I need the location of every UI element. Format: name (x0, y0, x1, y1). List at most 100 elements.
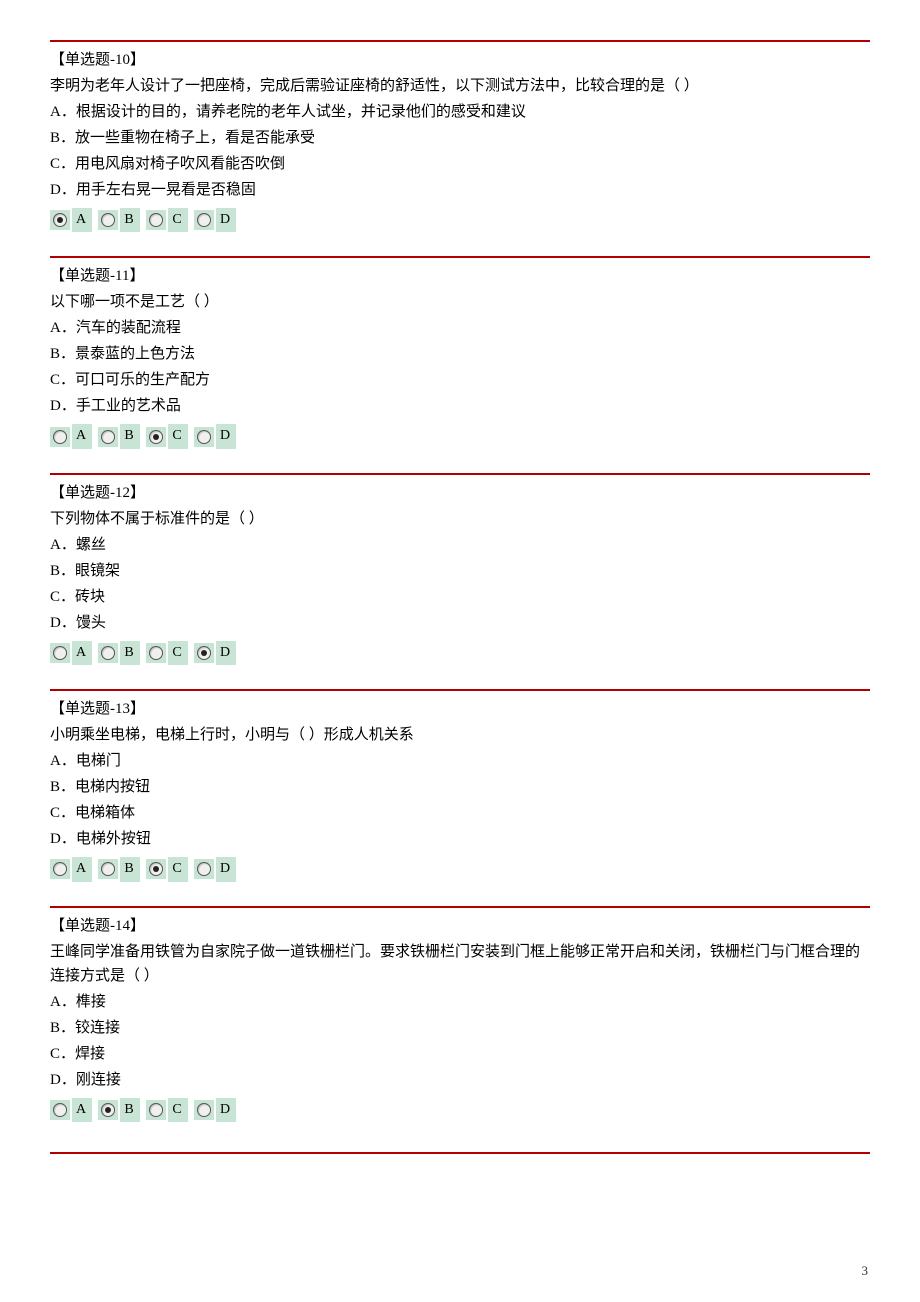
bottom-divider (50, 1152, 870, 1154)
radio-icon (146, 643, 166, 663)
option-text: C．电梯箱体 (50, 801, 870, 825)
radio-option-d[interactable]: D (194, 1098, 236, 1122)
radio-icon (98, 859, 118, 879)
radio-option-d[interactable]: D (194, 857, 236, 881)
question-block-10: 【单选题-10】 李明为老年人设计了一把座椅，完成后需验证座椅的舒适性，以下测试… (50, 40, 870, 232)
option-text: A．螺丝 (50, 533, 870, 557)
radio-letter: C (168, 424, 188, 448)
radio-letter: D (216, 641, 236, 665)
radio-letter: C (168, 641, 188, 665)
radio-icon (98, 1100, 118, 1120)
radio-option-b[interactable]: B (98, 424, 140, 448)
radio-letter: A (72, 1098, 92, 1122)
radio-option-a[interactable]: A (50, 857, 92, 881)
radio-icon (194, 1100, 214, 1120)
radio-letter: A (72, 857, 92, 881)
radio-option-c[interactable]: C (146, 1098, 188, 1122)
option-text: A．汽车的装配流程 (50, 316, 870, 340)
radio-letter: A (72, 208, 92, 232)
question-header: 【单选题-11】 (50, 264, 870, 288)
radio-icon (50, 1100, 70, 1120)
radio-group: A B C D (50, 1098, 870, 1122)
radio-icon (146, 1100, 166, 1120)
option-text: A．电梯门 (50, 749, 870, 773)
option-text: C．用电风扇对椅子吹风看能否吹倒 (50, 152, 870, 176)
radio-icon (50, 643, 70, 663)
questions-container: 【单选题-10】 李明为老年人设计了一把座椅，完成后需验证座椅的舒适性，以下测试… (50, 40, 870, 1122)
radio-option-a[interactable]: A (50, 641, 92, 665)
option-text: D．手工业的艺术品 (50, 394, 870, 418)
radio-letter: A (72, 424, 92, 448)
radio-option-a[interactable]: A (50, 424, 92, 448)
radio-group: A B C D (50, 208, 870, 232)
radio-letter: B (120, 641, 140, 665)
radio-icon (194, 859, 214, 879)
question-stem: 以下哪一项不是工艺（ ） (50, 290, 870, 314)
radio-icon (98, 643, 118, 663)
question-block-13: 【单选题-13】 小明乘坐电梯，电梯上行时，小明与（ ）形成人机关系 A．电梯门… (50, 689, 870, 881)
radio-icon (98, 210, 118, 230)
option-text: C．焊接 (50, 1042, 870, 1066)
radio-letter: D (216, 857, 236, 881)
question-stem: 王峰同学准备用铁管为自家院子做一道铁栅栏门。要求铁栅栏门安装到门框上能够正常开启… (50, 940, 870, 988)
option-text: B．铰连接 (50, 1016, 870, 1040)
option-text: A．榫接 (50, 990, 870, 1014)
radio-option-c[interactable]: C (146, 424, 188, 448)
radio-letter: C (168, 208, 188, 232)
question-header: 【单选题-12】 (50, 481, 870, 505)
option-text: D．馒头 (50, 611, 870, 635)
radio-option-d[interactable]: D (194, 208, 236, 232)
radio-option-a[interactable]: A (50, 208, 92, 232)
option-text: B．眼镜架 (50, 559, 870, 583)
question-header: 【单选题-10】 (50, 48, 870, 72)
radio-icon (146, 427, 166, 447)
option-text: D．用手左右晃一晃看是否稳固 (50, 178, 870, 202)
radio-icon (146, 859, 166, 879)
radio-option-d[interactable]: D (194, 424, 236, 448)
option-text: B．景泰蓝的上色方法 (50, 342, 870, 366)
radio-letter: B (120, 1098, 140, 1122)
radio-icon (194, 427, 214, 447)
question-header: 【单选题-14】 (50, 914, 870, 938)
option-text: A．根据设计的目的，请养老院的老年人试坐，并记录他们的感受和建议 (50, 100, 870, 124)
radio-icon (50, 427, 70, 447)
option-text: C．可口可乐的生产配方 (50, 368, 870, 392)
option-text: D．电梯外按钮 (50, 827, 870, 851)
radio-letter: B (120, 857, 140, 881)
radio-option-b[interactable]: B (98, 1098, 140, 1122)
radio-option-c[interactable]: C (146, 208, 188, 232)
radio-letter: C (168, 1098, 188, 1122)
radio-icon (194, 643, 214, 663)
radio-group: A B C D (50, 424, 870, 448)
radio-option-d[interactable]: D (194, 641, 236, 665)
radio-icon (146, 210, 166, 230)
option-text: C．砖块 (50, 585, 870, 609)
radio-option-c[interactable]: C (146, 857, 188, 881)
question-block-12: 【单选题-12】 下列物体不属于标准件的是（ ） A．螺丝B．眼镜架C．砖块D．… (50, 473, 870, 665)
radio-option-c[interactable]: C (146, 641, 188, 665)
radio-option-b[interactable]: B (98, 857, 140, 881)
radio-letter: A (72, 641, 92, 665)
radio-letter: D (216, 208, 236, 232)
option-text: B．放一些重物在椅子上，看是否能承受 (50, 126, 870, 150)
radio-icon (194, 210, 214, 230)
question-stem: 李明为老年人设计了一把座椅，完成后需验证座椅的舒适性，以下测试方法中，比较合理的… (50, 74, 870, 98)
radio-group: A B C D (50, 641, 870, 665)
question-stem: 小明乘坐电梯，电梯上行时，小明与（ ）形成人机关系 (50, 723, 870, 747)
radio-icon (50, 210, 70, 230)
question-block-11: 【单选题-11】 以下哪一项不是工艺（ ） A．汽车的装配流程B．景泰蓝的上色方… (50, 256, 870, 448)
radio-letter: D (216, 424, 236, 448)
radio-option-b[interactable]: B (98, 208, 140, 232)
exam-page: 【单选题-10】 李明为老年人设计了一把座椅，完成后需验证座椅的舒适性，以下测试… (0, 0, 920, 1302)
question-block-14: 【单选题-14】 王峰同学准备用铁管为自家院子做一道铁栅栏门。要求铁栅栏门安装到… (50, 906, 870, 1122)
radio-option-a[interactable]: A (50, 1098, 92, 1122)
question-stem: 下列物体不属于标准件的是（ ） (50, 507, 870, 531)
radio-letter: D (216, 1098, 236, 1122)
question-header: 【单选题-13】 (50, 697, 870, 721)
radio-group: A B C D (50, 857, 870, 881)
option-text: D．刚连接 (50, 1068, 870, 1092)
radio-letter: B (120, 424, 140, 448)
option-text: B．电梯内按钮 (50, 775, 870, 799)
radio-icon (50, 859, 70, 879)
radio-option-b[interactable]: B (98, 641, 140, 665)
